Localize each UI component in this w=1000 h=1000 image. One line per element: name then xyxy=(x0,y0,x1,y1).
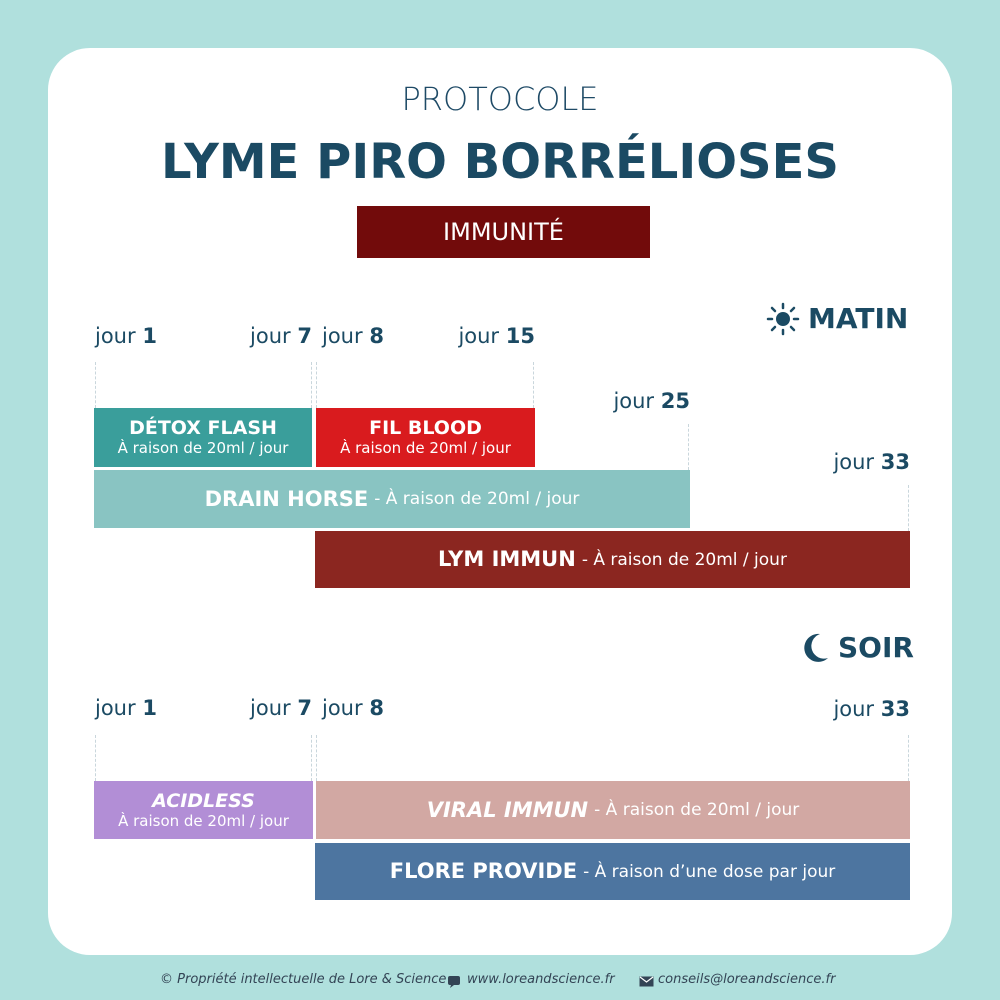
footer-email: conseils@loreandscience.fr xyxy=(658,972,836,987)
section-title: MATIN xyxy=(808,302,909,335)
dashed-line xyxy=(688,424,689,470)
title: LYME PIRO BORRÉLIOSES xyxy=(161,134,839,190)
dashed-line xyxy=(533,362,534,408)
day-num: 7 xyxy=(297,324,312,348)
day-label: jour 8 xyxy=(322,696,384,720)
day-word: jour xyxy=(833,697,875,721)
bar-dose: À raison de 20ml / jour xyxy=(117,439,289,457)
bar-dose: À raison de 20ml / jour xyxy=(340,439,511,457)
day-label: jour 15 xyxy=(458,324,535,348)
sun-icon xyxy=(766,302,800,336)
section-title: SOIR xyxy=(838,631,914,664)
day-word: jour xyxy=(613,389,655,413)
bar-name: FIL BLOOD xyxy=(369,417,482,439)
day-num: 8 xyxy=(369,696,384,720)
bar-name: LYM IMMUN xyxy=(438,547,576,571)
bar-name: ACIDLESS xyxy=(152,789,255,812)
day-label: jour 7 xyxy=(250,696,312,720)
day-word: jour xyxy=(95,696,136,720)
bar: LYM IMMUN - À raison de 20ml / jour xyxy=(315,531,910,588)
dashed-line xyxy=(95,735,96,781)
badge: IMMUNITÉ xyxy=(357,206,650,258)
dashed-line xyxy=(316,735,317,781)
day-word: jour xyxy=(833,450,875,474)
bar-dose: - À raison de 20ml / jour xyxy=(581,549,787,570)
day-label: jour 33 xyxy=(833,697,910,721)
dashed-line xyxy=(311,362,312,408)
day-word: jour xyxy=(250,324,291,348)
day-num: 8 xyxy=(369,324,384,348)
day-num: 33 xyxy=(880,450,910,474)
day-label: jour 1 xyxy=(95,324,157,348)
bar-name: FLORE PROVIDE xyxy=(389,859,578,883)
footer-website: www.loreandscience.fr xyxy=(467,972,615,987)
dashed-line xyxy=(311,735,312,781)
day-num: 33 xyxy=(880,697,910,721)
day-label: jour 7 xyxy=(250,324,312,348)
mail-icon xyxy=(639,976,654,987)
day-word: jour xyxy=(322,324,363,348)
day-num: 7 xyxy=(297,696,312,720)
day-num: 15 xyxy=(505,324,535,348)
day-label: jour 33 xyxy=(833,450,910,474)
bar: FIL BLOOD À raison de 20ml / jour xyxy=(316,408,535,467)
pretitle: PROTOCOLE xyxy=(401,80,599,118)
bar: FLORE PROVIDE - À raison d’une dose par j… xyxy=(315,843,910,900)
bar-name: DÉTOX FLASH xyxy=(129,417,277,439)
bar: DÉTOX FLASH À raison de 20ml / jour xyxy=(94,408,312,467)
dashed-line xyxy=(908,735,909,781)
moon-icon xyxy=(804,633,828,662)
dashed-line xyxy=(908,485,909,531)
day-label: jour 8 xyxy=(322,324,384,348)
bar: ACIDLESS À raison de 20ml / jour xyxy=(94,781,313,839)
web-icon xyxy=(448,976,460,988)
day-word: jour xyxy=(250,696,291,720)
day-num: 1 xyxy=(142,324,157,348)
bar-name: VIRAL IMMUN xyxy=(426,797,589,822)
day-word: jour xyxy=(458,324,500,348)
bar-dose: - À raison d’une dose par jour xyxy=(583,861,836,882)
day-num: 25 xyxy=(660,389,690,413)
bar-dose: - À raison de 20ml / jour xyxy=(374,489,580,509)
bar: VIRAL IMMUN - À raison de 20ml / jour xyxy=(316,781,910,839)
day-label: jour 25 xyxy=(613,389,690,413)
bar-dose: - À raison de 20ml / jour xyxy=(594,800,800,820)
bar-dose: À raison de 20ml / jour xyxy=(118,811,289,830)
bar: DRAIN HORSE - À raison de 20ml / jour xyxy=(94,470,690,528)
day-num: 1 xyxy=(142,696,157,720)
dashed-line xyxy=(95,362,96,408)
bar-name: DRAIN HORSE xyxy=(204,486,369,511)
day-word: jour xyxy=(322,696,363,720)
day-label: jour 1 xyxy=(95,696,157,720)
dashed-line xyxy=(316,362,317,408)
day-word: jour xyxy=(95,324,136,348)
footer-copyright: © Propriété intellectuelle de Lore & Sci… xyxy=(160,972,447,987)
